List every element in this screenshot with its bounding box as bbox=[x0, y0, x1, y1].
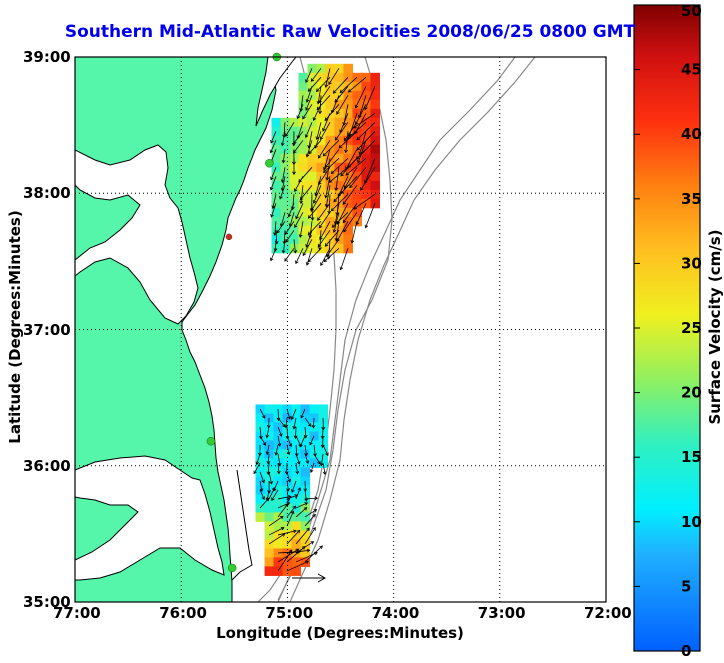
x-tick-label: 72:00 bbox=[584, 604, 632, 622]
velocity-cell bbox=[265, 557, 275, 567]
velocity-cell bbox=[298, 145, 308, 155]
velocity-cell bbox=[307, 172, 317, 182]
velocity-cell bbox=[343, 145, 353, 155]
colorbar-tick-label: 20 bbox=[681, 384, 702, 402]
x-tick-label: 74:00 bbox=[372, 604, 420, 622]
velocity-cell bbox=[370, 181, 380, 191]
velocity-cell bbox=[274, 521, 284, 531]
colorbar-tick-label: 0 bbox=[681, 642, 691, 659]
colorbar-tick-label: 45 bbox=[681, 61, 702, 79]
map-title: Southern Mid-Atlantic Raw Velocities 200… bbox=[60, 22, 640, 42]
x-tick-label: 73:00 bbox=[478, 604, 526, 622]
velocity-cell bbox=[370, 190, 380, 200]
velocity-cell bbox=[298, 163, 308, 173]
velocity-cell bbox=[274, 539, 284, 549]
velocity-cell bbox=[370, 109, 380, 119]
velocity-cell bbox=[265, 503, 275, 513]
velocity-cell bbox=[352, 136, 362, 146]
velocity-cell bbox=[265, 512, 275, 522]
y-tick-label: 36:00 bbox=[23, 457, 71, 475]
velocity-cell bbox=[280, 199, 290, 209]
velocity-cell bbox=[352, 190, 362, 200]
x-axis-label: Longitude (Degrees:Minutes) bbox=[140, 624, 540, 642]
velocity-vector bbox=[312, 203, 313, 220]
velocity-cell bbox=[256, 503, 265, 513]
x-tick-label: 76:00 bbox=[159, 604, 207, 622]
velocity-cell bbox=[370, 145, 380, 155]
colorbar-label: Surface Velocity (cm/s) bbox=[706, 227, 724, 427]
velocity-cell bbox=[301, 467, 311, 477]
y-tick-label: 38:00 bbox=[23, 184, 71, 202]
velocity-cell bbox=[334, 154, 344, 164]
station-marker bbox=[207, 437, 215, 445]
velocity-cell bbox=[361, 73, 371, 83]
velocity-cell bbox=[256, 512, 265, 522]
velocity-cell bbox=[265, 548, 275, 558]
colorbar-tick-label: 50 bbox=[681, 2, 702, 20]
velocity-cell bbox=[370, 118, 380, 128]
velocity-cell bbox=[370, 73, 380, 83]
station-marker bbox=[226, 234, 232, 240]
velocity-cell bbox=[352, 73, 362, 83]
station-marker bbox=[265, 159, 273, 167]
y-tick-label: 39:00 bbox=[23, 48, 71, 66]
x-tick-label: 75:00 bbox=[265, 604, 313, 622]
velocity-cell bbox=[298, 190, 308, 200]
colorbar-tick-label: 30 bbox=[681, 254, 702, 272]
y-axis-label: Latitude (Degrees:Minutes) bbox=[6, 197, 24, 457]
velocity-cell bbox=[265, 404, 275, 414]
velocity-cell bbox=[334, 73, 344, 83]
colorbar-tick-label: 5 bbox=[681, 577, 691, 595]
velocity-cell bbox=[301, 458, 311, 468]
colorbar-tick-label: 35 bbox=[681, 190, 702, 208]
velocity-cell bbox=[343, 64, 353, 74]
velocity-cell bbox=[280, 244, 290, 254]
velocity-cell bbox=[370, 100, 380, 110]
velocity-cell bbox=[271, 118, 281, 128]
velocity-cell bbox=[319, 404, 329, 414]
velocity-cell bbox=[274, 566, 284, 576]
velocity-cell bbox=[361, 154, 371, 164]
velocity-cell bbox=[370, 172, 380, 182]
velocity-cell bbox=[283, 539, 293, 549]
velocity-cell bbox=[292, 521, 302, 531]
velocity-cell bbox=[298, 82, 308, 92]
colorbar-tick-label: 40 bbox=[681, 125, 702, 143]
velocity-cell bbox=[352, 82, 362, 92]
y-tick-label: 37:00 bbox=[23, 321, 71, 339]
colorbar-tick-label: 10 bbox=[681, 513, 702, 531]
velocity-cell bbox=[256, 413, 265, 423]
velocity-cell bbox=[265, 566, 275, 576]
station-marker bbox=[228, 564, 236, 572]
velocity-cell bbox=[352, 91, 362, 101]
velocity-cell bbox=[316, 145, 326, 155]
colorbar-tick-label: 25 bbox=[681, 319, 702, 337]
y-tick-label: 35:00 bbox=[23, 593, 71, 611]
velocity-cell bbox=[298, 226, 308, 236]
colorbar-tick-label: 15 bbox=[681, 448, 702, 466]
velocity-cell bbox=[307, 109, 317, 119]
velocity-cell bbox=[292, 539, 302, 549]
velocity-cell bbox=[280, 154, 290, 164]
velocity-cell bbox=[271, 181, 281, 191]
velocity-cell bbox=[334, 244, 344, 254]
velocity-cell bbox=[310, 404, 320, 414]
velocity-cell bbox=[370, 91, 380, 101]
